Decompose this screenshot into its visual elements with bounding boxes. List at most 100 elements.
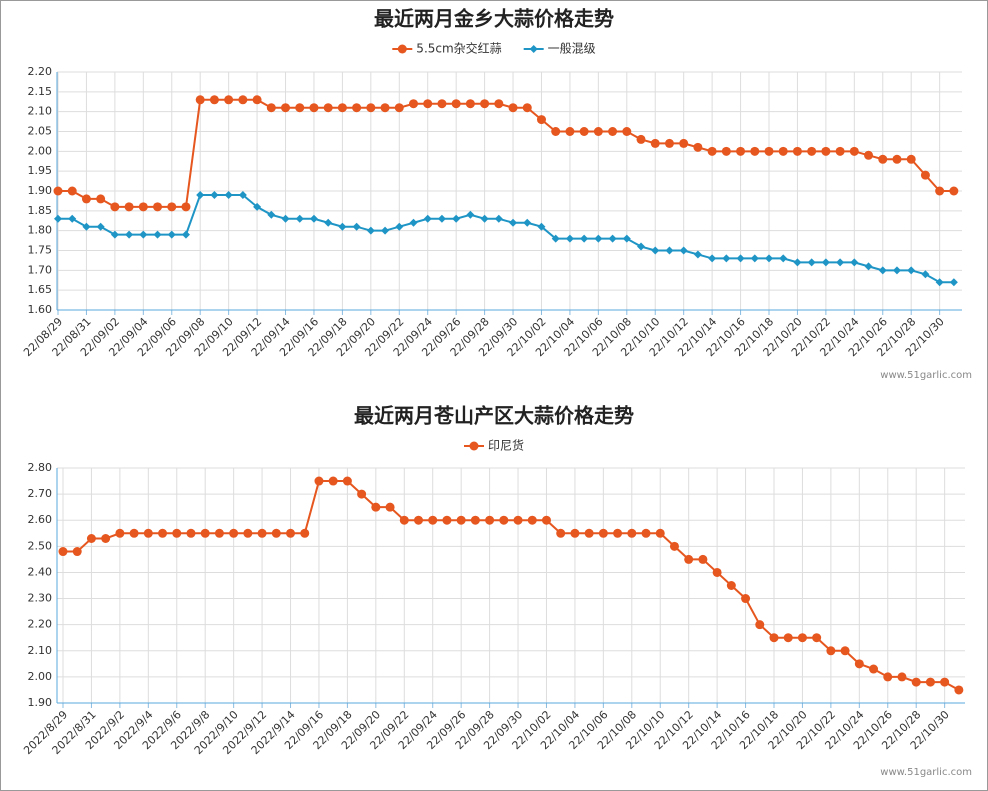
data-point (622, 234, 631, 243)
data-point (949, 186, 959, 196)
data-point (423, 214, 432, 223)
data-point (167, 202, 177, 212)
watermark: www.51garlic.com (880, 767, 972, 778)
data-point (854, 659, 864, 669)
data-point (741, 594, 751, 604)
data-point (428, 515, 438, 525)
data-point (584, 528, 594, 538)
data-point (906, 154, 916, 164)
data-point (224, 190, 233, 199)
data-point (669, 541, 679, 551)
y-tick-label: 2.80 (28, 461, 53, 474)
data-point (684, 554, 694, 564)
data-point (409, 218, 418, 227)
y-tick-label: 1.90 (28, 184, 53, 197)
y-tick-label: 2.20 (28, 618, 53, 631)
series-line (58, 193, 954, 284)
watermark: www.51garlic.com (880, 370, 972, 381)
data-point (907, 266, 916, 275)
data-point (337, 103, 347, 113)
data-point (556, 528, 566, 538)
y-tick-label: 2.60 (28, 513, 53, 526)
data-point (565, 127, 575, 136)
data-point (836, 258, 845, 267)
data-point (96, 222, 105, 231)
y-tick-label: 2.30 (28, 592, 53, 605)
data-point (721, 146, 731, 156)
data-point (371, 502, 381, 512)
data-point (295, 214, 304, 223)
data-point (153, 230, 162, 239)
data-point (394, 103, 404, 113)
data-point (229, 528, 239, 538)
data-point (570, 528, 580, 538)
data-point (224, 95, 234, 105)
data-point (864, 262, 873, 271)
data-point (778, 146, 788, 156)
data-point (414, 515, 423, 525)
data-point (935, 278, 944, 287)
data-point (153, 202, 163, 212)
data-point (494, 99, 504, 109)
data-point (608, 127, 618, 136)
data-point (82, 222, 91, 231)
data-point (679, 138, 689, 148)
data-point (442, 515, 452, 525)
data-point (480, 214, 489, 223)
data-point (252, 95, 262, 105)
data-point (708, 254, 717, 263)
data-point (451, 99, 461, 109)
series-line (58, 98, 954, 208)
data-point (96, 194, 106, 204)
data-point (54, 214, 62, 223)
data-point (266, 103, 276, 113)
data-point (608, 234, 617, 243)
data-point (437, 214, 446, 223)
data-point (338, 222, 347, 231)
data-point (954, 685, 964, 695)
data-point (693, 250, 702, 259)
data-point (139, 230, 148, 239)
data-point (366, 103, 376, 113)
data-point (286, 528, 296, 538)
data-point (655, 528, 665, 538)
data-point (452, 214, 461, 223)
data-point (53, 186, 63, 196)
data-point (143, 528, 153, 538)
data-point (693, 142, 703, 152)
data-point (210, 190, 219, 199)
data-point (125, 230, 134, 239)
data-point (925, 677, 935, 687)
data-point (110, 230, 119, 239)
data-point (238, 190, 247, 199)
y-tick-label: 2.70 (28, 487, 53, 500)
data-point (878, 266, 887, 275)
data-point (271, 528, 281, 538)
data-point (826, 646, 836, 656)
data-point (328, 476, 338, 486)
data-point (67, 186, 77, 196)
data-point (253, 202, 262, 211)
data-point (637, 242, 646, 251)
data-point (921, 270, 930, 279)
data-point (883, 672, 893, 682)
data-point (651, 246, 660, 255)
data-point (594, 234, 603, 243)
data-point (869, 664, 879, 674)
data-point (940, 677, 950, 687)
y-tick-label: 2.50 (28, 539, 53, 552)
data-point (381, 226, 390, 235)
data-point (352, 222, 361, 231)
data-point (750, 254, 759, 263)
data-point (807, 146, 817, 156)
data-point (281, 103, 291, 113)
data-point (196, 190, 205, 199)
data-point (892, 154, 902, 164)
data-point (470, 515, 480, 525)
data-point (115, 528, 125, 538)
legend-label: 5.5cm杂交红蒜 (416, 41, 501, 56)
legend-label: 印尼货 (488, 438, 524, 453)
data-point (513, 515, 523, 525)
data-point (281, 214, 290, 223)
